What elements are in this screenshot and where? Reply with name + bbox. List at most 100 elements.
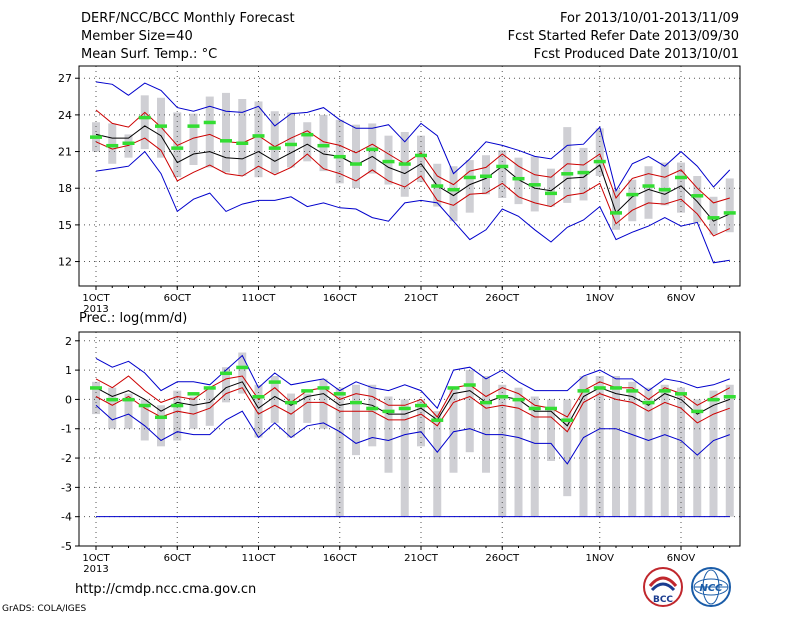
- temperature-median-mark: [106, 143, 119, 148]
- temperature-ytick-label: 27: [58, 72, 72, 85]
- temperature-range-bar: [677, 162, 685, 213]
- precipitation-median-mark: [106, 397, 119, 402]
- temperature-range-bar: [514, 157, 523, 205]
- temperature-max-line: [95, 81, 731, 192]
- precipitation-range-bar: [254, 384, 263, 438]
- precipitation-range-bar: [108, 387, 117, 429]
- precipitation-median-mark: [610, 386, 622, 390]
- temperature-median-mark: [285, 142, 297, 147]
- ncc-logo: NCC: [691, 567, 731, 607]
- precipitation-range-bar: [140, 399, 149, 441]
- precipitation-median-mark: [496, 394, 509, 399]
- temperature-range-bar: [595, 128, 604, 176]
- temperature-range-bar: [693, 176, 702, 223]
- temperature-median-mark: [577, 170, 590, 175]
- precipitation-median-mark: [545, 406, 557, 411]
- temperature-xtick-year: 2013: [83, 304, 108, 315]
- precipitation-median-mark: [187, 392, 200, 396]
- precipitation-range-bar: [660, 384, 669, 517]
- precipitation-median-mark: [333, 392, 346, 396]
- precipitation-median-mark: [691, 409, 704, 414]
- temperature-range-bar: [270, 111, 279, 174]
- temperature-median-mark: [138, 115, 151, 120]
- temperature-median-mark: [675, 175, 687, 180]
- temperature-ytick-label: 24: [58, 109, 72, 122]
- grads-credit: GrADS: COLA/IGES: [2, 604, 87, 614]
- precipitation-ytick-label: -3: [61, 481, 72, 494]
- precipitation-range-bar: [287, 393, 295, 438]
- precipitation-median-mark: [463, 383, 476, 387]
- precipitation-xtick-label: 6OCT: [164, 553, 192, 564]
- precipitation-median-mark: [528, 406, 541, 411]
- temperature-range-bar: [189, 113, 198, 165]
- precipitation-median-mark: [447, 386, 460, 390]
- temperature-ytick-label: 12: [58, 256, 72, 269]
- temperature-ytick-label: 21: [58, 146, 72, 159]
- temperature-median-mark: [171, 146, 184, 150]
- precipitation-median-mark: [203, 386, 216, 390]
- precipitation-min-line: [95, 404, 730, 465]
- temperature-median-mark: [382, 159, 395, 164]
- temperature-ytick-label: 18: [58, 182, 72, 195]
- precipitation-median-mark: [155, 415, 167, 420]
- temperature-xtick-label: 26OCT: [485, 293, 520, 304]
- precipitation-median-mark: [90, 386, 102, 390]
- temperature-median-mark: [301, 132, 314, 137]
- temperature-ytick-label: 15: [58, 219, 72, 232]
- temperature-range-bar: [660, 162, 669, 206]
- precipitation-range-bar: [173, 390, 182, 441]
- precipitation-range-bar: [595, 375, 604, 517]
- temperature-median-mark: [658, 187, 671, 192]
- precipitation-range-bar: [482, 375, 490, 473]
- precipitation-median-mark: [317, 386, 330, 390]
- temperature-median-mark: [252, 134, 265, 138]
- member-size: Member Size=40: [81, 29, 193, 44]
- temperature-upper-line: [95, 109, 730, 204]
- precipitation-chart: Prec.: log(mm/d)-5-4-3-2-10121OCT20136OC…: [61, 311, 741, 575]
- precipitation-median-mark: [658, 389, 671, 393]
- temperature-range-bar: [417, 135, 425, 183]
- precipitation-range-bar: [563, 399, 572, 497]
- temperature-median-mark: [236, 141, 249, 145]
- precipitation-median-mark: [171, 403, 184, 408]
- precipitation-median-mark: [593, 386, 606, 390]
- temperature-median-mark: [496, 164, 509, 169]
- temperature-median-mark: [626, 192, 639, 197]
- temperature-median-mark: [220, 139, 232, 143]
- temperature-median-mark: [463, 175, 476, 180]
- precipitation-range-bar: [547, 399, 555, 461]
- temperature-xtick-label: 21OCT: [404, 293, 439, 304]
- bcc-logo-text: BCC: [653, 595, 673, 605]
- precipitation-median-mark: [707, 397, 720, 402]
- precipitation-median-mark: [480, 400, 492, 405]
- temperature-range-bar: [124, 134, 133, 158]
- precipitation-range-bar: [644, 387, 653, 517]
- source-url[interactable]: http://cmdp.ncc.cma.gov.cn: [75, 582, 257, 597]
- temperature-median-mark: [691, 194, 704, 198]
- precipitation-range-bar: [352, 384, 360, 456]
- precipitation-median-mark: [268, 380, 281, 384]
- temperature-range-bar: [254, 101, 263, 178]
- precipitation-range-bar: [709, 390, 718, 517]
- precipitation-range-bar: [612, 375, 620, 517]
- temperature-xtick-label: 1OCT: [82, 293, 110, 304]
- temperature-range-bar: [287, 112, 295, 168]
- temperature-xtick-label: 6NOV: [667, 293, 696, 304]
- precipitation-ytick-label: 0: [65, 393, 72, 406]
- precipitation-title: Prec.: log(mm/d): [79, 311, 187, 326]
- precipitation-median-mark: [642, 400, 655, 405]
- temperature-lower-line: [95, 137, 731, 237]
- temperature-median-mark: [90, 135, 102, 139]
- precipitation-upper-line: [95, 375, 731, 418]
- temperature-range-bar: [303, 122, 312, 162]
- precipitation-range-bar: [124, 393, 133, 429]
- precipitation-range-bar: [628, 381, 637, 517]
- temperature-range-bar: [238, 99, 247, 176]
- refer-date: Fcst Started Refer Date 2013/09/30: [507, 29, 739, 44]
- ncc-logo-text: NCC: [699, 583, 723, 594]
- precipitation-median-mark: [561, 418, 574, 422]
- temperature-range-bar: [547, 168, 555, 207]
- precipitation-range-bar: [205, 387, 214, 426]
- temperature-median-mark: [593, 159, 606, 164]
